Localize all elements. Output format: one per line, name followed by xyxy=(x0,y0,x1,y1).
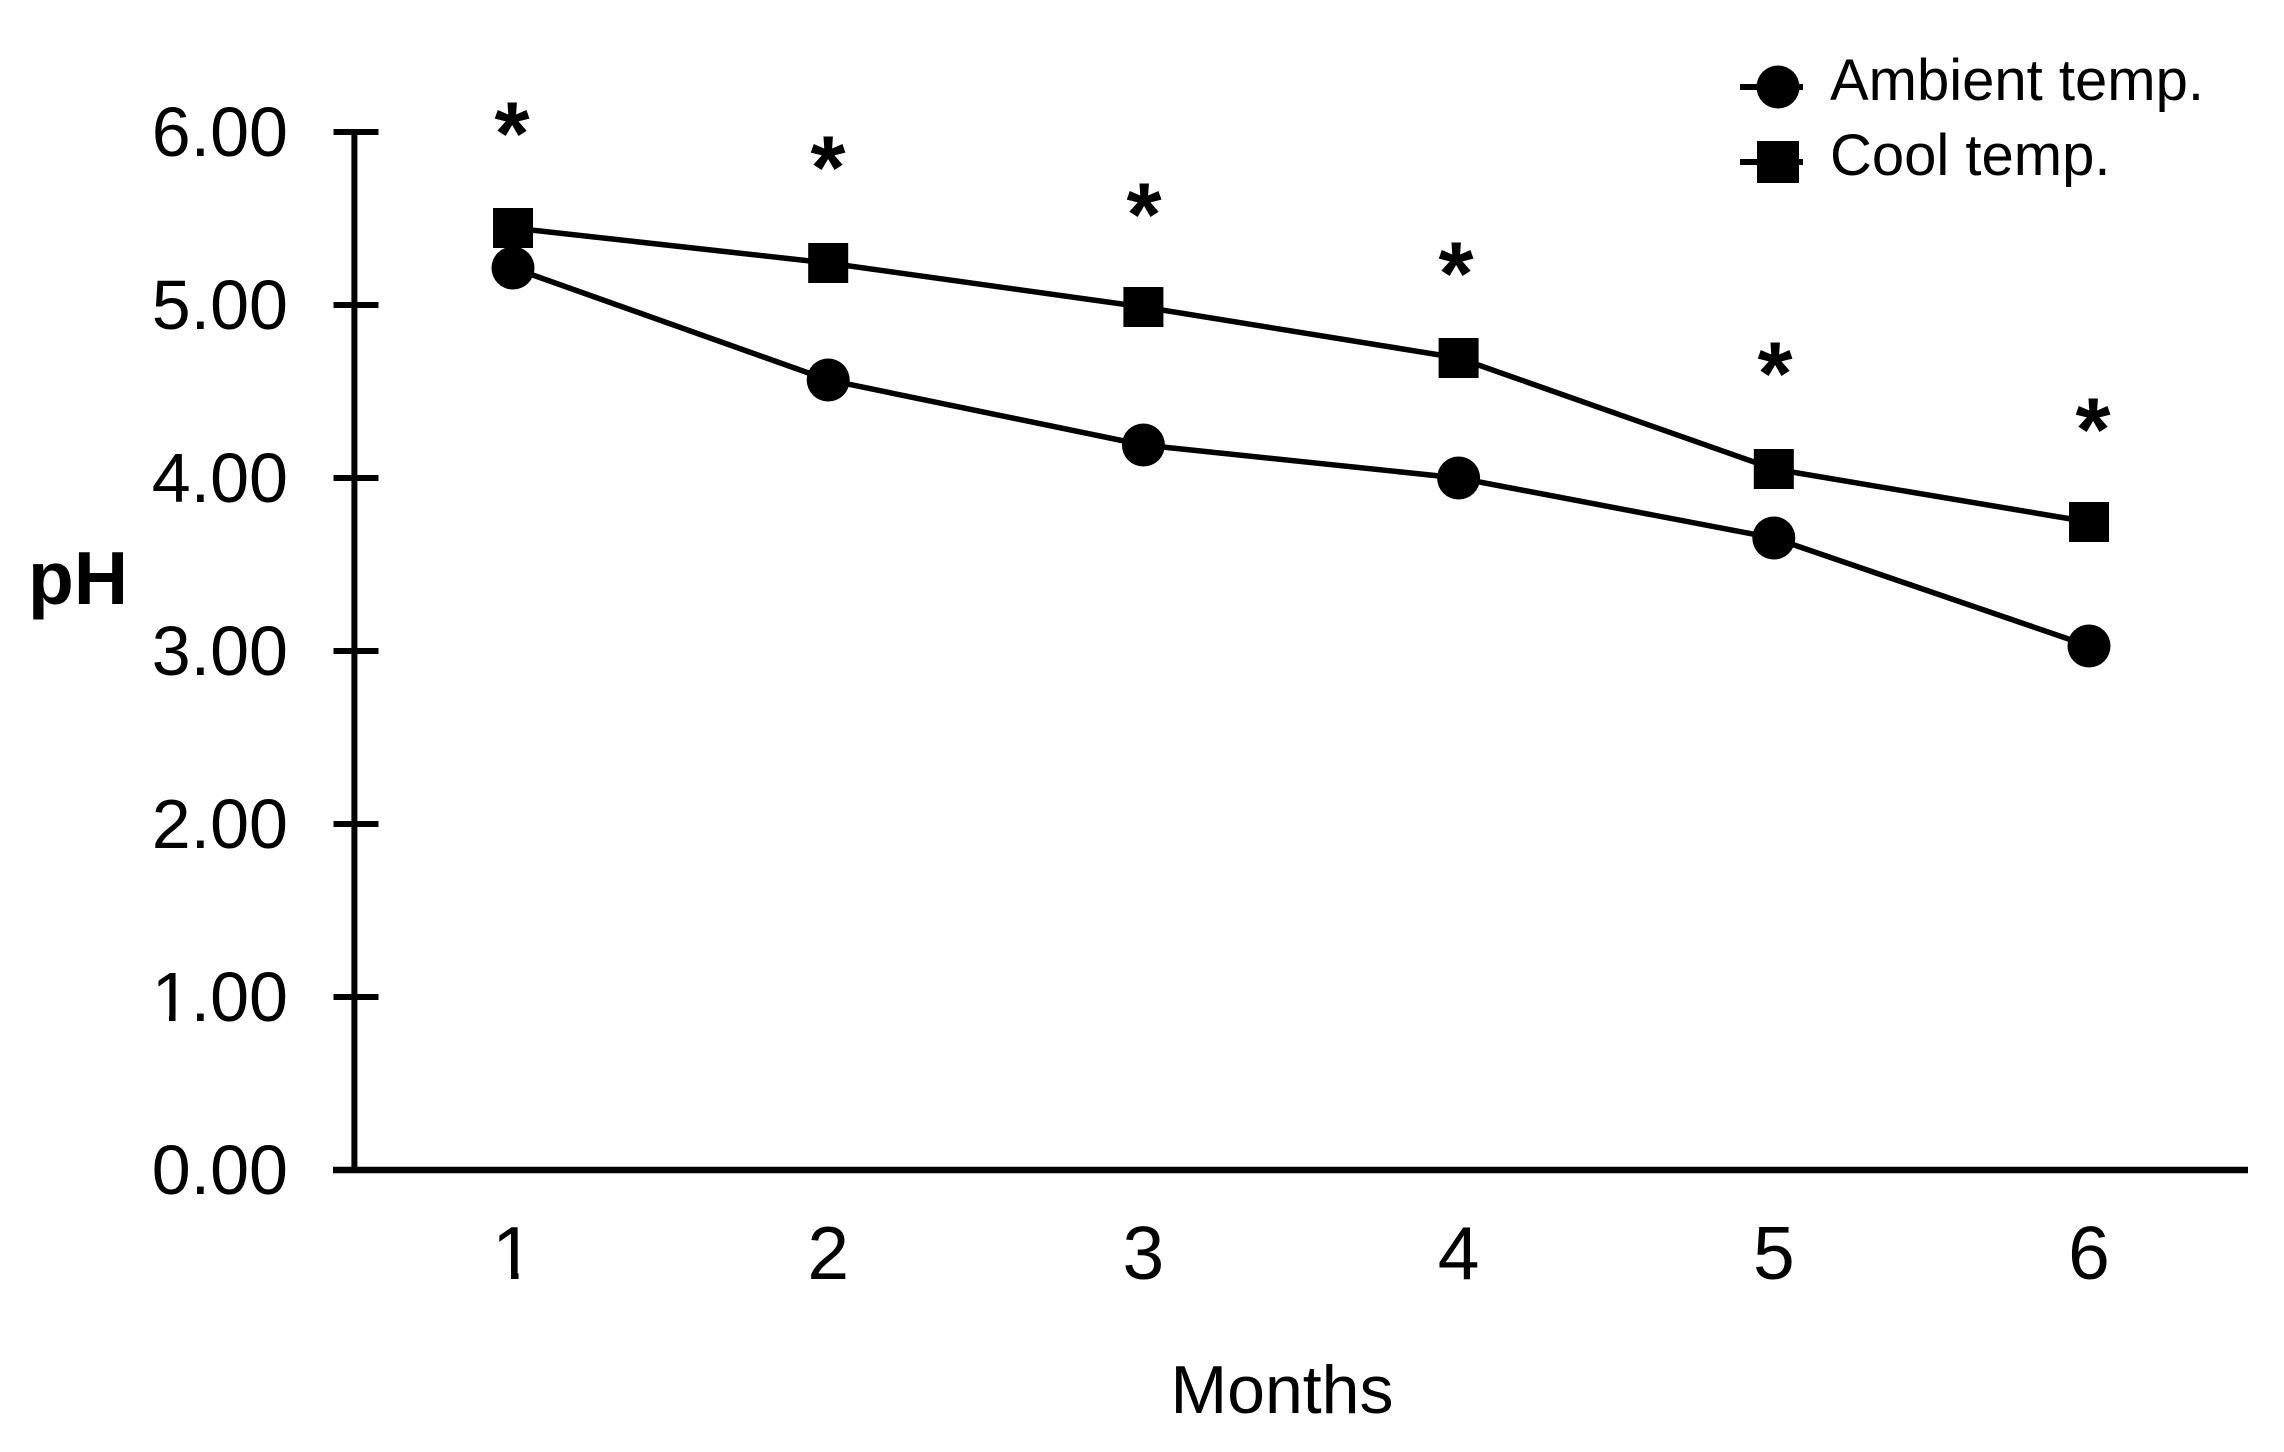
svg-text:*: * xyxy=(1126,166,1161,266)
svg-text:*: * xyxy=(2075,381,2110,481)
svg-text:Ambient temp.: Ambient temp. xyxy=(1830,48,2204,113)
svg-text:5: 5 xyxy=(1753,1211,1795,1295)
svg-text:Months: Months xyxy=(1171,1352,1394,1428)
svg-text:4.00: 4.00 xyxy=(152,439,288,517)
svg-text:6: 6 xyxy=(2068,1211,2110,1295)
svg-text:0.00: 0.00 xyxy=(152,1131,288,1209)
svg-text:*: * xyxy=(810,119,845,219)
svg-text:2.00: 2.00 xyxy=(152,785,288,863)
svg-text:4: 4 xyxy=(1438,1211,1480,1295)
svg-text:3: 3 xyxy=(1123,1211,1165,1295)
svg-text:1.00: 1.00 xyxy=(152,958,288,1036)
svg-text:6.00: 6.00 xyxy=(152,93,288,171)
svg-text:Cool temp.: Cool temp. xyxy=(1830,123,2110,188)
svg-text:1: 1 xyxy=(492,1211,534,1295)
svg-text:5.00: 5.00 xyxy=(152,266,288,344)
svg-text:3.00: 3.00 xyxy=(152,612,288,690)
svg-text:*: * xyxy=(1757,325,1792,425)
svg-text:pH: pH xyxy=(28,536,128,620)
svg-text:*: * xyxy=(494,85,529,185)
svg-text:*: * xyxy=(1438,225,1473,325)
svg-text:2: 2 xyxy=(807,1211,849,1295)
